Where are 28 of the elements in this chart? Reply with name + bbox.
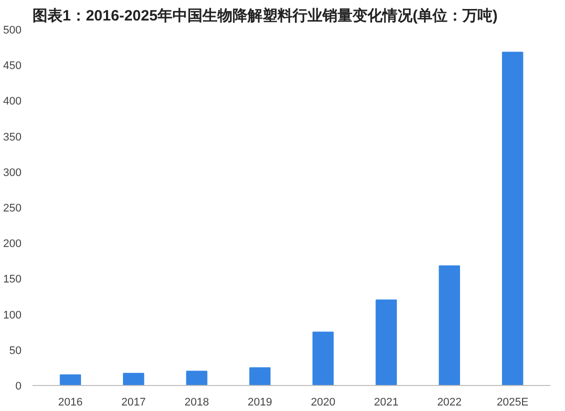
y-tick-label: 400 xyxy=(3,96,22,108)
x-tick-label: 2016 xyxy=(58,396,83,408)
y-tick-label: 300 xyxy=(3,166,22,179)
bar xyxy=(376,300,397,386)
y-tick-label: 350 xyxy=(3,131,22,144)
bar xyxy=(249,367,271,386)
x-tick-label: 2020 xyxy=(310,396,336,408)
y-tick-label: 50 xyxy=(9,344,22,357)
bar xyxy=(438,265,460,386)
x-tick-label: 2025E xyxy=(496,396,529,408)
x-tick-label: 2018 xyxy=(184,396,209,408)
x-tick-label: 2021 xyxy=(374,396,399,408)
bar xyxy=(312,332,334,386)
y-tick-label: 450 xyxy=(3,60,22,72)
x-tick-label: 2022 xyxy=(437,396,462,408)
y-tick-label: 0 xyxy=(15,380,22,392)
bar xyxy=(122,372,144,386)
y-tick-label: 250 xyxy=(3,202,22,214)
bar xyxy=(60,374,82,386)
bar xyxy=(186,370,208,386)
y-tick-label: 100 xyxy=(3,309,22,322)
y-tick-label: 200 xyxy=(3,238,22,250)
y-tick-label: 500 xyxy=(3,24,22,36)
x-tick-label: 2019 xyxy=(248,396,272,408)
chart-title: 图表1：2016-2025年中国生物降解塑料行业销量变化情况(单位：万吨) xyxy=(32,6,498,24)
y-tick-label: 150 xyxy=(3,274,22,286)
x-tick-label: 2017 xyxy=(121,396,146,408)
bar xyxy=(502,52,524,386)
